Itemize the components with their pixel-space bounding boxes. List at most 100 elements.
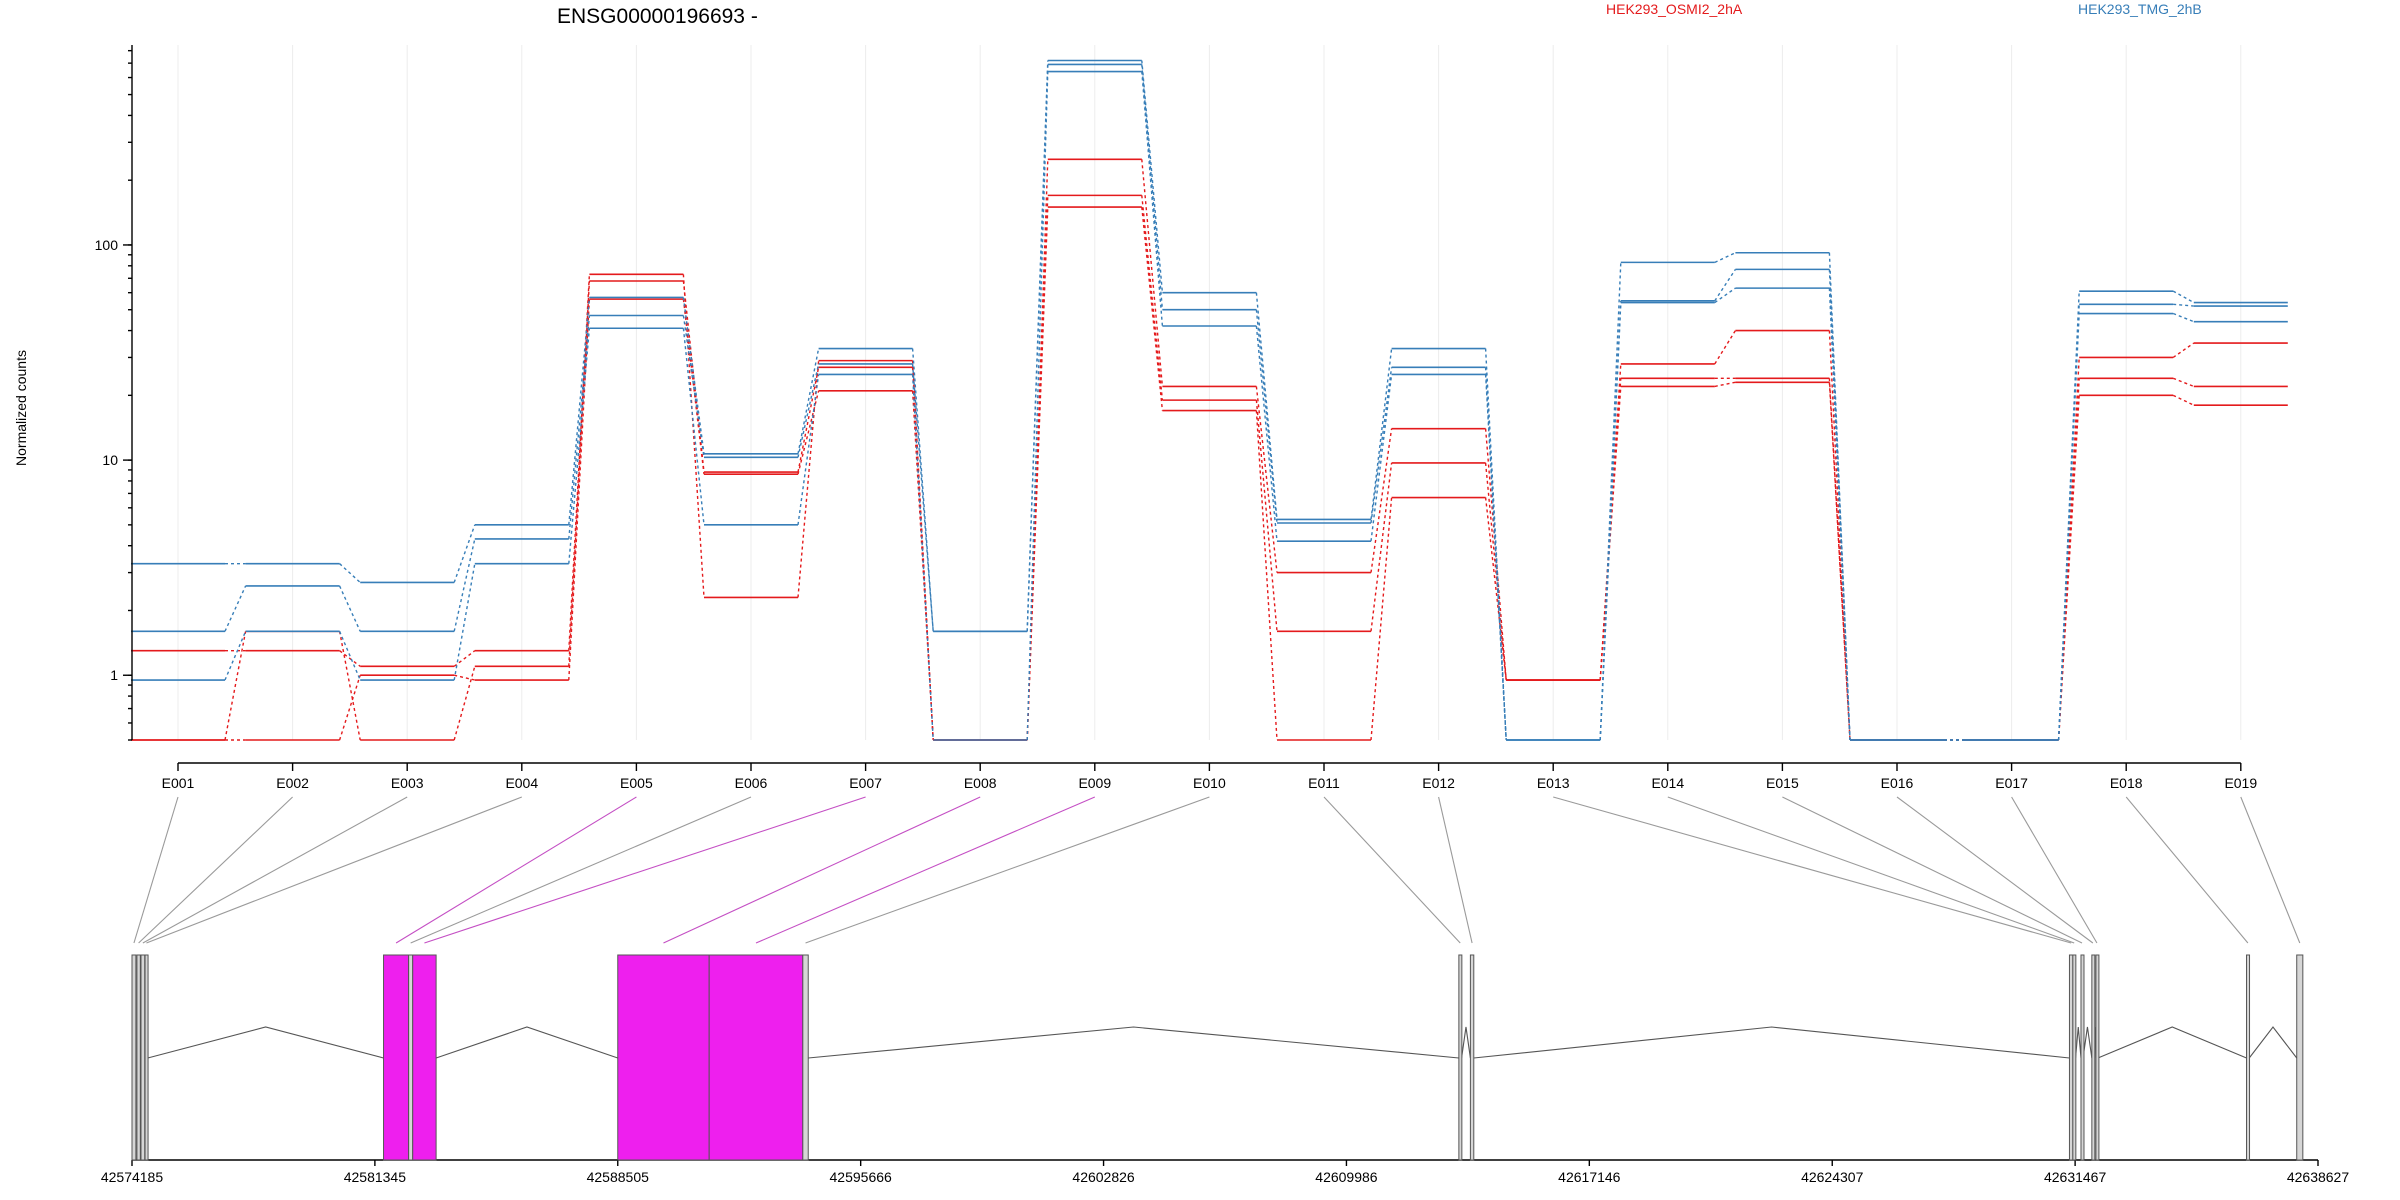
series-2-connector-2 bbox=[338, 631, 361, 741]
mapping-line-E001 bbox=[133, 796, 179, 944]
series-6-connector-9 bbox=[1141, 71, 1164, 327]
series-6-connector-15 bbox=[1828, 288, 1851, 741]
x-tick-label-E015: E015 bbox=[1766, 775, 1799, 791]
exon-block-E014 bbox=[2072, 954, 2077, 1161]
series-1-connector-9 bbox=[1141, 159, 1164, 387]
series-6-connector-18 bbox=[2172, 312, 2195, 323]
exon-mapping-lines bbox=[133, 796, 2301, 944]
series-3-connector-10 bbox=[1255, 410, 1278, 741]
x-tick-label-E018: E018 bbox=[2110, 775, 2143, 791]
series-4-connector-14 bbox=[1714, 252, 1736, 263]
exon-block-E003 bbox=[140, 954, 146, 1161]
y-axis-label: Normalized counts bbox=[13, 350, 29, 466]
series-4-connector-2 bbox=[339, 563, 361, 583]
mapping-line-E011 bbox=[1323, 796, 1461, 944]
series-2-connector-9 bbox=[1141, 195, 1164, 401]
series-4-connector-7 bbox=[911, 348, 934, 632]
exon-block-E011 bbox=[1458, 954, 1463, 1161]
legend-entry-tmg: HEK293_TMG_2hB bbox=[2078, 1, 2202, 17]
mapping-line-E009 bbox=[755, 796, 1096, 944]
legend-entry-osmi2: HEK293_OSMI2_2hA bbox=[1606, 1, 1743, 17]
series-5-connector-6 bbox=[797, 363, 820, 458]
gene-model bbox=[131, 954, 2304, 1161]
intron-17 bbox=[2097, 1026, 2247, 1059]
intron-11 bbox=[1461, 1026, 1471, 1059]
series-6-connector-10 bbox=[1255, 325, 1278, 542]
series-6-connector-1 bbox=[224, 631, 247, 681]
series-6-connector-7 bbox=[911, 374, 934, 741]
x-tick-label-E013: E013 bbox=[1537, 775, 1570, 791]
mapping-line-E006 bbox=[410, 796, 752, 944]
x-tick-label-E009: E009 bbox=[1078, 775, 1111, 791]
series-3-connector-18 bbox=[2172, 394, 2195, 406]
series-6-connector-3 bbox=[453, 563, 476, 681]
series-5-connector-9 bbox=[1141, 64, 1164, 310]
intron-12 bbox=[1473, 1026, 2070, 1059]
series-2-connector-4 bbox=[568, 280, 591, 667]
series-2-connector-10 bbox=[1255, 400, 1278, 632]
series-6-connector-8 bbox=[1026, 71, 1049, 741]
exon-block-E005 bbox=[383, 954, 410, 1161]
x-tick-label-E016: E016 bbox=[1881, 775, 1914, 791]
genomic-tick-label: 42581345 bbox=[344, 1169, 407, 1185]
series-2-connector-1 bbox=[224, 631, 247, 741]
y-tick-label: 1 bbox=[110, 667, 118, 683]
genomic-tick-label: 42588505 bbox=[587, 1169, 650, 1185]
exon-block-E004 bbox=[144, 954, 149, 1161]
mapping-line-E007 bbox=[424, 796, 866, 944]
series-6-connector-11 bbox=[1370, 374, 1393, 542]
series-lines bbox=[131, 59, 2288, 741]
mapping-line-E008 bbox=[663, 796, 981, 944]
genomic-tick-label: 42609986 bbox=[1315, 1169, 1378, 1185]
series-5-connector-14 bbox=[1714, 268, 1736, 302]
series-2-connector-12 bbox=[1484, 462, 1507, 681]
series-3-connector-7 bbox=[911, 390, 934, 741]
mapping-line-E015 bbox=[1782, 796, 2083, 944]
exon-block-E013 bbox=[2068, 954, 2074, 1161]
series-6-connector-6 bbox=[797, 374, 820, 525]
x-tick-label-E001: E001 bbox=[162, 775, 195, 791]
series-5-connector-2 bbox=[338, 585, 361, 632]
mapping-line-E004 bbox=[146, 796, 522, 944]
x-tick-label-E006: E006 bbox=[735, 775, 768, 791]
y-tick-label: 10 bbox=[102, 452, 118, 468]
exon-block-E008 bbox=[617, 954, 710, 1161]
exon-block-E006 bbox=[408, 954, 414, 1161]
exon-block-E012 bbox=[1469, 954, 1475, 1161]
series-3-connector-4 bbox=[568, 299, 591, 681]
series-4-connector-10 bbox=[1255, 292, 1278, 520]
series-2-connector-18 bbox=[2172, 377, 2195, 388]
series-5-connector-8 bbox=[1026, 64, 1049, 632]
series-5-connector-7 bbox=[911, 363, 934, 632]
x-tick-label-E005: E005 bbox=[620, 775, 653, 791]
exon-block-E002 bbox=[136, 954, 141, 1161]
chart-title: ENSG00000196693 - bbox=[557, 5, 758, 28]
series-3-connector-2 bbox=[338, 675, 361, 741]
series-1-connector-10 bbox=[1255, 386, 1278, 573]
series-1-connector-15 bbox=[1828, 330, 1851, 741]
series-3-connector-5 bbox=[682, 299, 705, 475]
y-tick-label: 100 bbox=[95, 237, 119, 253]
series-1-connector-2 bbox=[339, 650, 361, 667]
exon-block-E009 bbox=[708, 954, 804, 1161]
genomic-tick-label: 42617146 bbox=[1558, 1169, 1621, 1185]
series-1-connector-17 bbox=[2057, 357, 2080, 741]
series-5-connector-11 bbox=[1370, 367, 1393, 524]
mapping-line-E018 bbox=[2125, 796, 2249, 944]
series-5-connector-4 bbox=[568, 315, 591, 540]
x-tick-label-E012: E012 bbox=[1422, 775, 1455, 791]
mapping-line-E005 bbox=[395, 796, 637, 944]
series-5-connector-1 bbox=[224, 585, 247, 632]
x-tick-label-E007: E007 bbox=[849, 775, 882, 791]
series-3-connector-11 bbox=[1370, 497, 1393, 741]
series-6-connector-2 bbox=[338, 631, 361, 681]
genomic-tick-label: 42624307 bbox=[1801, 1169, 1864, 1185]
series-4-connector-4 bbox=[568, 297, 591, 525]
exon-block-E016 bbox=[2091, 954, 2096, 1161]
series-3-connector-9 bbox=[1141, 207, 1164, 411]
series-3-connector-6 bbox=[797, 390, 820, 475]
intron-4 bbox=[147, 1026, 384, 1059]
intron-10 bbox=[808, 1026, 1459, 1059]
series-6-connector-14 bbox=[1714, 287, 1736, 304]
